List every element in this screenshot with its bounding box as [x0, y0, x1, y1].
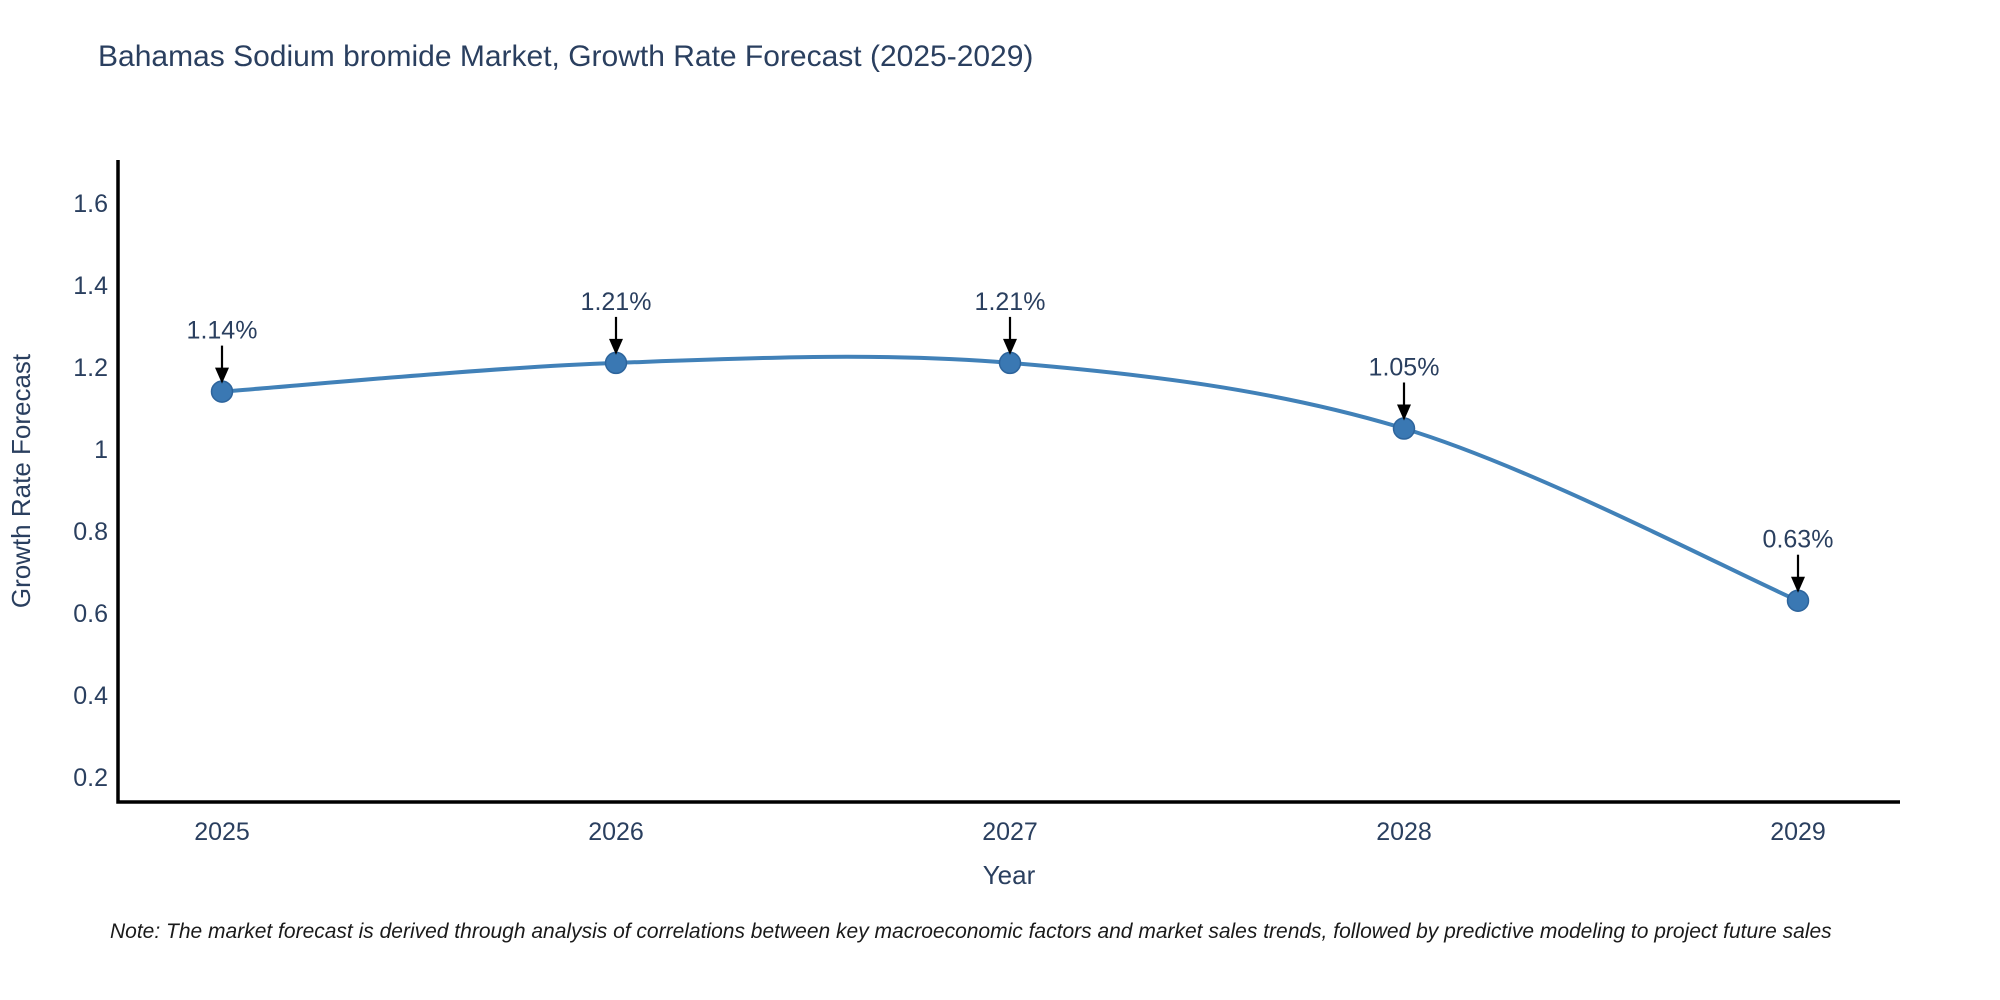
- data-point-marker: [998, 351, 1022, 375]
- x-tick-label: 2028: [1376, 818, 1432, 846]
- axis-spines: [116, 160, 1900, 804]
- axes: [116, 160, 1900, 804]
- down-arrow-icon: [1397, 404, 1411, 421]
- x-tick-label: 2025: [194, 818, 250, 846]
- annotation-label: 1.21%: [975, 288, 1046, 316]
- y-tick-label: 0.4: [73, 682, 108, 710]
- y-tick-label: 1.4: [73, 272, 108, 300]
- x-tick-label: 2029: [1770, 818, 1826, 846]
- x-tick-label: 2027: [982, 818, 1038, 846]
- y-tick-label: 0.6: [73, 600, 108, 628]
- y-tick-label: 0.2: [73, 764, 108, 792]
- annotation-label: 1.14%: [187, 317, 258, 345]
- annotations: 1.14% 1.21% 1.21% 1.05% 0.63%: [187, 288, 1834, 593]
- forecast-line: [220, 354, 1800, 603]
- y-tick-label: 1: [94, 436, 108, 464]
- annotation-label: 1.21%: [581, 288, 652, 316]
- data-point-marker: [1392, 417, 1416, 440]
- tick-labels: 1.6 1.4 1.2 1 0.8 0.6 0.4 0.2 2025 2026 2027 2028 20…: [73, 190, 1826, 846]
- down-arrow-icon: [609, 338, 623, 355]
- data-point-marker: [1786, 589, 1810, 612]
- annotation-label: 1.05%: [1369, 354, 1440, 382]
- down-arrow-icon: [215, 367, 229, 384]
- x-tick-label: 2026: [588, 818, 644, 846]
- data-point-marker: [604, 351, 628, 375]
- y-tick-label: 0.8: [73, 518, 108, 546]
- down-arrow-icon: [1791, 576, 1805, 593]
- x-axis-label: Year: [983, 860, 1036, 890]
- chart-title: Bahamas Sodium bromide Market, Growth Ra…: [98, 40, 1033, 73]
- y-tick-label: 1.2: [73, 354, 108, 382]
- forecast-series: [210, 351, 1810, 612]
- down-arrow-icon: [1003, 338, 1017, 355]
- data-point-marker: [210, 380, 234, 403]
- y-axis-label: Growth Rate Forecast: [6, 353, 36, 608]
- footnote: Note: The market forecast is derived thr…: [110, 920, 1832, 943]
- annotation-label: 0.63%: [1763, 526, 1834, 554]
- y-tick-label: 1.6: [73, 190, 108, 218]
